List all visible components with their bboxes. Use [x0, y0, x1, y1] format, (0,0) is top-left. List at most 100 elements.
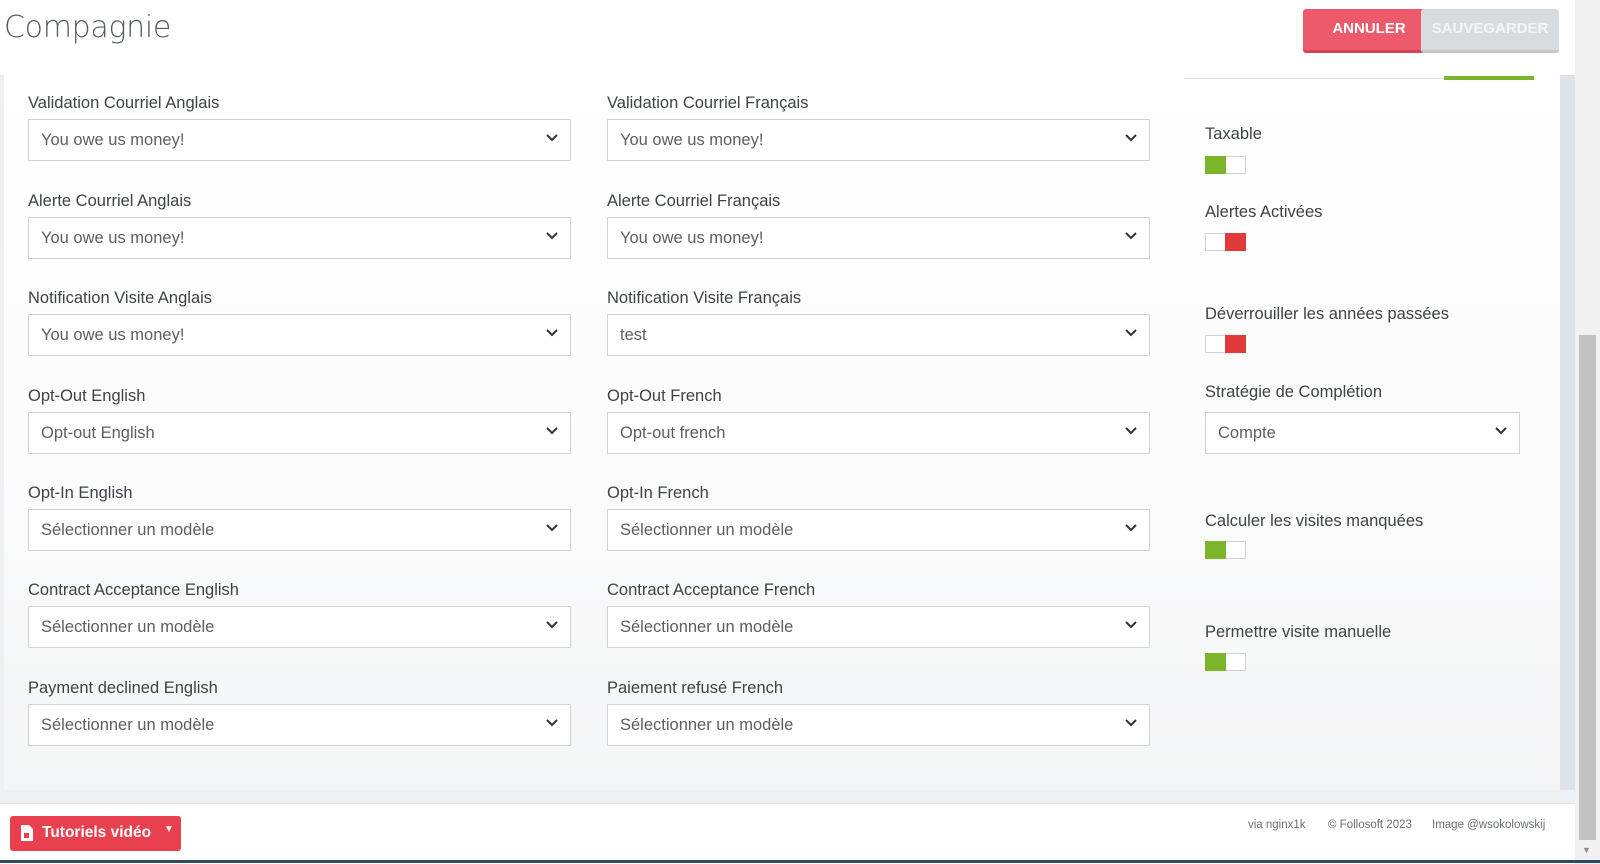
template-select[interactable]: Sélectionner un modèle: [28, 704, 571, 746]
template-select[interactable]: Sélectionner un modèle: [607, 606, 1150, 648]
select-value: You owe us money!: [41, 229, 185, 247]
top-bar: Compagnie ANNULER SAUVEGARDER: [0, 0, 1575, 76]
field-label: Contract Acceptance French: [607, 581, 816, 599]
search-button-fragment[interactable]: [1444, 76, 1534, 80]
template-select[interactable]: Sélectionner un modèle: [607, 509, 1150, 551]
select-value: test: [620, 326, 647, 344]
chevron-down-icon: [546, 329, 558, 337]
field-contract-acceptance-fr: Contract Acceptance French Sélectionner …: [607, 579, 1150, 648]
select-value: Compte: [1218, 424, 1276, 442]
chevron-down-icon: [546, 621, 558, 629]
field-label: Validation Courriel Français: [607, 94, 809, 112]
caret-down-icon: ▼: [164, 824, 174, 835]
field-opt-in-en: Opt-In English Sélectionner un modèle: [28, 482, 571, 551]
chevron-down-icon: [546, 232, 558, 240]
chevron-down-icon: [1495, 427, 1507, 435]
select-value: You owe us money!: [41, 131, 185, 149]
chevron-down-icon: [546, 134, 558, 142]
chevron-down-icon: [1125, 134, 1137, 142]
toggle-knob: [1225, 233, 1246, 251]
field-label: Validation Courriel Anglais: [28, 94, 220, 112]
field-label: Alerte Courriel Anglais: [28, 192, 192, 210]
template-select[interactable]: Sélectionner un modèle: [607, 704, 1150, 746]
missed-visits-toggle[interactable]: [1205, 541, 1246, 559]
select-value: You owe us money!: [620, 229, 764, 247]
scroll-down-arrow-icon[interactable]: ▼: [1582, 845, 1591, 855]
chevron-down-icon: [1125, 329, 1137, 337]
footer: Tutoriels vidéo ▼ via nginx1k © Follosof…: [0, 803, 1575, 864]
page-title: Compagnie: [4, 10, 172, 45]
field-visit-notification-en: Notification Visite Anglais You owe us m…: [28, 287, 571, 356]
template-select[interactable]: You owe us money!: [28, 314, 571, 356]
field-opt-out-en: Opt-Out English Opt-out English: [28, 385, 571, 454]
field-contract-acceptance-en: Contract Acceptance English Sélectionner…: [28, 579, 571, 648]
select-value: Sélectionner un modèle: [620, 521, 794, 539]
alerts-toggle[interactable]: [1205, 233, 1246, 251]
select-value: Sélectionner un modèle: [41, 716, 215, 734]
field-payment-declined-fr: Paiement refusé French Sélectionner un m…: [607, 677, 1150, 746]
completion-strategy-label: Stratégie de Complétion: [1205, 383, 1383, 401]
template-select[interactable]: Sélectionner un modèle: [28, 509, 571, 551]
field-label: Opt-In English: [28, 484, 133, 502]
manual-visit-label: Permettre visite manuelle: [1205, 623, 1392, 641]
alerts-label: Alertes Activées: [1205, 203, 1323, 221]
toggle-knob: [1225, 335, 1246, 353]
chevron-down-icon: [1125, 719, 1137, 727]
chevron-down-icon: [1125, 524, 1137, 532]
select-value: Sélectionner un modèle: [620, 618, 794, 636]
background-strip: [1560, 75, 1575, 790]
template-select[interactable]: Opt-out french: [607, 412, 1150, 454]
unlock-years-toggle[interactable]: [1205, 335, 1246, 353]
server-info: via nginx1k: [1248, 819, 1306, 831]
field-label: Payment declined English: [28, 679, 218, 697]
field-label: Opt-In French: [607, 484, 709, 502]
image-credit: Image @wsokolowskij: [1432, 819, 1546, 831]
document-icon: [21, 825, 33, 841]
field-label: Contract Acceptance English: [28, 581, 239, 599]
bottom-edge: [0, 860, 1600, 863]
field-label: Alerte Courriel Français: [607, 192, 781, 210]
completion-strategy-select[interactable]: Compte: [1205, 412, 1520, 454]
field-alert-email-en: Alerte Courriel Anglais You owe us money…: [28, 190, 571, 259]
template-select[interactable]: You owe us money!: [607, 217, 1150, 259]
template-select[interactable]: Sélectionner un modèle: [28, 606, 571, 648]
field-payment-declined-en: Payment declined English Sélectionner un…: [28, 677, 571, 746]
template-select[interactable]: You owe us money!: [28, 119, 571, 161]
toggle-knob: [1205, 156, 1226, 174]
missed-visits-label: Calculer les visites manquées: [1205, 512, 1424, 530]
select-value: You owe us money!: [620, 131, 764, 149]
select-value: Sélectionner un modèle: [41, 618, 215, 636]
field-label: Notification Visite Anglais: [28, 289, 213, 307]
field-label: Opt-Out French: [607, 387, 722, 405]
field-visit-notification-fr: Notification Visite Français test: [607, 287, 1150, 356]
template-select[interactable]: You owe us money!: [607, 119, 1150, 161]
chevron-down-icon: [1125, 232, 1137, 240]
taxable-toggle[interactable]: [1205, 156, 1246, 174]
template-select[interactable]: You owe us money!: [28, 217, 571, 259]
save-button[interactable]: SAUVEGARDER: [1421, 9, 1559, 53]
chevron-down-icon: [1125, 621, 1137, 629]
select-value: Sélectionner un modèle: [41, 521, 215, 539]
taxable-label: Taxable: [1205, 125, 1262, 143]
chevron-down-icon: [546, 427, 558, 435]
field-validation-email-en: Validation Courriel Anglais You owe us m…: [28, 92, 571, 161]
scrollbar-thumb[interactable]: [1579, 335, 1596, 840]
copyright: © Follosoft 2023: [1328, 819, 1412, 831]
field-label: Notification Visite Français: [607, 289, 802, 307]
toggle-knob: [1205, 653, 1226, 671]
select-value: Opt-out English: [41, 424, 155, 442]
field-validation-email-fr: Validation Courriel Français You owe us …: [607, 92, 1150, 161]
video-tutorials-button[interactable]: Tutoriels vidéo ▼: [10, 816, 181, 851]
manual-visit-toggle[interactable]: [1205, 653, 1246, 671]
template-select[interactable]: Opt-out English: [28, 412, 571, 454]
scrollbar[interactable]: ▼: [1575, 0, 1600, 863]
cancel-button[interactable]: ANNULER: [1303, 9, 1435, 53]
field-opt-in-fr: Opt-In French Sélectionner un modèle: [607, 482, 1150, 551]
chevron-down-icon: [1125, 427, 1137, 435]
chevron-down-icon: [546, 719, 558, 727]
select-value: Sélectionner un modèle: [620, 716, 794, 734]
template-select[interactable]: test: [607, 314, 1150, 356]
field-opt-out-fr: Opt-Out French Opt-out french: [607, 385, 1150, 454]
chevron-down-icon: [546, 524, 558, 532]
search-input-fragment[interactable]: [1184, 78, 1444, 79]
